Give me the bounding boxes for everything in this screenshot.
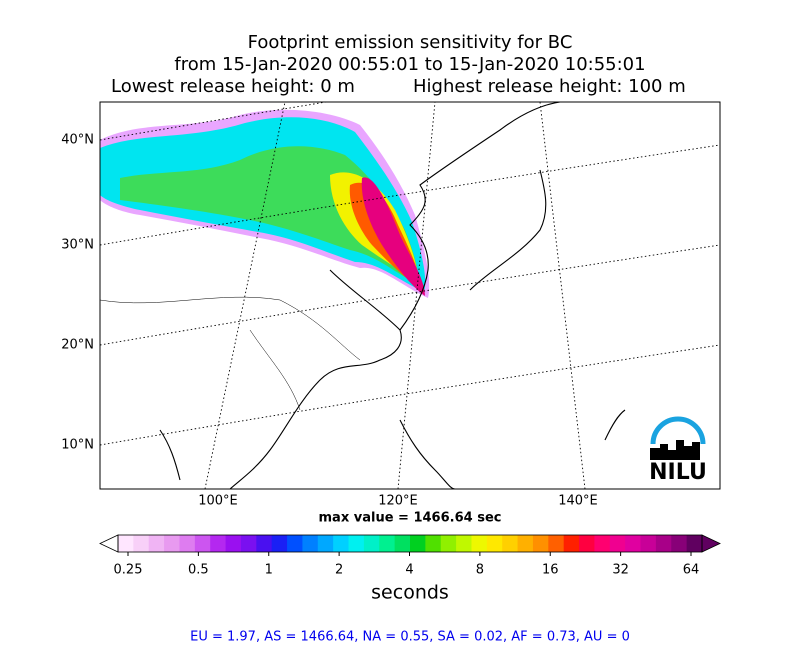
title-line: Lowest release height: 0 m (111, 76, 355, 97)
lon-label: 140°E (558, 494, 598, 509)
lat-label: 20°N (61, 338, 94, 353)
colorbar-segment (271, 535, 288, 552)
colorbar-tick-label: 64 (683, 563, 700, 578)
lat-label: 40°N (61, 133, 94, 148)
colorbar-segment (625, 535, 642, 552)
logo-text: NILU (649, 460, 707, 485)
colorbar-segment (640, 535, 657, 552)
colorbar-tick-label: 4 (405, 563, 413, 578)
colorbar-segment (348, 535, 365, 552)
colorbar-segment (256, 535, 273, 552)
colorbar-segment (456, 535, 472, 552)
lon-label: 100°E (198, 494, 238, 509)
colorbar-segment (548, 535, 565, 552)
colorbar-extend (99, 534, 119, 553)
colorbar-segment (287, 535, 303, 552)
colorbar: 0.25 0.5 1 2 4 8 16 32 64 (99, 534, 721, 578)
colorbar-segment (379, 535, 396, 552)
map: NILU (99, 101, 721, 490)
colorbar-segment (502, 535, 519, 552)
colorbar-segment (410, 535, 426, 552)
colorbar-segment (179, 535, 196, 552)
colorbar-segment (194, 535, 211, 552)
title-line: Footprint emission sensitivity for BC (248, 32, 573, 53)
lat-label: 30°N (61, 238, 94, 253)
colorbar-tick-label: 32 (612, 563, 629, 578)
colorbar-segment (686, 535, 703, 552)
colorbar-segment (609, 535, 626, 552)
colorbar-segment (317, 535, 334, 552)
colorbar-segment (333, 535, 350, 552)
logo: NILU (649, 416, 707, 485)
colorbar-segment (517, 535, 534, 552)
max-value: max value = 1466.64 sec (319, 511, 502, 526)
colorbar-tick-label: 8 (476, 563, 484, 578)
colorbar-tick-label: 0.5 (188, 563, 209, 578)
colorbar-segment (532, 535, 549, 552)
colorbar-label: seconds (371, 582, 449, 604)
title-line: Highest release height: 100 m (413, 76, 686, 97)
colorbar-segment (240, 535, 257, 552)
colorbar-segment (210, 535, 227, 552)
title-line: from 15-Jan-2020 00:55:01 to 15-Jan-2020… (174, 54, 645, 75)
colorbar-tick-label: 1 (265, 563, 273, 578)
colorbar-segment (440, 535, 457, 552)
colorbar-segment (133, 535, 150, 552)
colorbar-segment (671, 535, 688, 552)
colorbar-segment (164, 535, 180, 552)
colorbar-segment (363, 535, 380, 552)
colorbar-tick-label: 16 (542, 563, 559, 578)
colorbar-segment (486, 535, 503, 552)
colorbar-tick-label: 0.25 (114, 563, 143, 578)
colorbar-segment (594, 535, 611, 552)
colorbar-segment (148, 535, 165, 552)
colorbar-tick-label: 2 (335, 563, 343, 578)
colorbar-segment (579, 535, 595, 552)
colorbar-segment (471, 535, 488, 552)
colorbar-segment (425, 535, 442, 552)
colorbar-segment (394, 535, 411, 552)
colorbar-segment (118, 535, 134, 552)
colorbar-segment (563, 535, 580, 552)
footer: EU = 1.97, AS = 1466.64, NA = 0.55, SA =… (190, 630, 630, 645)
lat-label: 10°N (61, 438, 94, 453)
colorbar-segment (225, 535, 242, 552)
colorbar-segment (655, 535, 672, 552)
plume (100, 109, 430, 298)
colorbar-segment (302, 535, 319, 552)
lon-label: 120°E (378, 494, 418, 509)
colorbar-extend (701, 534, 721, 553)
